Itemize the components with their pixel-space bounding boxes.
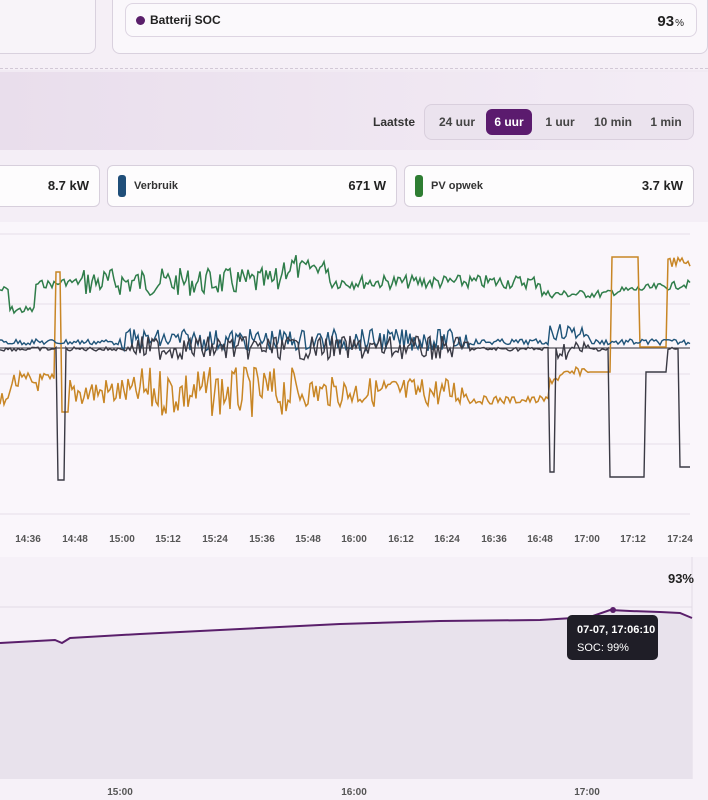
x-tick-label: 16:12 (388, 534, 414, 545)
time-range-selector: 24 uur 6 uur 1 uur 10 min 1 min (424, 104, 694, 140)
x-tick-label: 16:24 (434, 534, 460, 545)
x-tick-label: 17:12 (620, 534, 646, 545)
x-tick-label: 14:36 (15, 534, 41, 545)
metric-card-pv[interactable]: PV opwek 3.7 kW (404, 165, 694, 207)
x-tick-label: 17:00 (574, 534, 600, 545)
range-option-6h[interactable]: 6 uur (486, 109, 532, 135)
top-card-left (0, 0, 96, 54)
x-tick-label: 15:12 (155, 534, 181, 545)
x-tick-label: 16:00 (341, 534, 367, 545)
net-series-line (0, 333, 690, 481)
x-tick-label: 15:36 (249, 534, 275, 545)
battery-soc-value: 93% (657, 13, 684, 30)
soc-series-line (0, 608, 693, 645)
range-option-1min[interactable]: 1 min (650, 115, 682, 129)
x-tick-label: 17:24 (667, 534, 693, 545)
time-range-bar: Laatste 24 uur 6 uur 1 uur 10 min 1 min (0, 104, 708, 140)
time-range-label: Laatste (373, 115, 416, 129)
tooltip-value: SOC: 99% (577, 642, 629, 654)
verbruik-color-bar (118, 175, 126, 197)
battery-soc-label: Batterij SOC (150, 13, 221, 27)
soc-chart-svg: 15:00 16:00 17:00 (0, 557, 693, 798)
pv-series-line (0, 255, 691, 315)
x-tick-label: 15:24 (202, 534, 228, 545)
x-tick-label: 16:48 (527, 534, 553, 545)
soc-tooltip: 07-07, 17:06:10 SOC: 99% (567, 615, 658, 660)
power-chart[interactable]: 14:36 14:48 15:00 15:12 15:24 15:36 15:48 16:00… (0, 222, 708, 557)
battery-soc-card[interactable]: Batterij SOC 93% (125, 3, 697, 37)
power-chart-svg: 14:36 14:48 15:00 15:12 15:24 15:36 15:48 16:00… (0, 233, 693, 545)
range-option-10min[interactable]: 10 min (593, 115, 632, 129)
x-tick-label: 15:00 (107, 787, 133, 798)
soc-area (0, 610, 692, 779)
x-tick-label: 16:00 (341, 787, 367, 798)
x-tick-label: 14:48 (62, 534, 88, 545)
verbruik-series-line (0, 324, 691, 353)
soc-chart[interactable]: 15:00 16:00 17:00 93% (0, 557, 708, 800)
battery-dot-icon (136, 16, 145, 25)
soc-current-value: 93% (667, 571, 694, 586)
metric-card-total[interactable]: 8.7 kW (0, 165, 100, 207)
x-tick-label: 15:00 (109, 534, 135, 545)
divider (0, 68, 708, 70)
range-option-1h[interactable]: 1 uur (545, 115, 575, 129)
tooltip-time: 07-07, 17:06:10 (577, 624, 656, 636)
pv-color-bar (415, 175, 423, 197)
x-tick-label: 17:00 (574, 787, 600, 798)
battery-series-line (0, 255, 691, 417)
x-tick-label: 15:48 (295, 534, 321, 545)
metric-value: 8.7 kW (47, 178, 89, 193)
soc-hover-point (610, 607, 616, 613)
metrics-row: 8.7 kW Verbruik 671 W PV opwek 3.7 kW (0, 150, 708, 222)
metric-value: 3.7 kW (641, 178, 683, 193)
metric-name: PV opwek (431, 180, 483, 192)
range-option-24h[interactable]: 24 uur (438, 115, 475, 129)
metric-card-verbruik[interactable]: Verbruik 671 W (107, 165, 397, 207)
metric-value: 671 W (348, 178, 386, 193)
x-tick-label: 16:36 (481, 534, 507, 545)
metric-name: Verbruik (134, 180, 179, 192)
